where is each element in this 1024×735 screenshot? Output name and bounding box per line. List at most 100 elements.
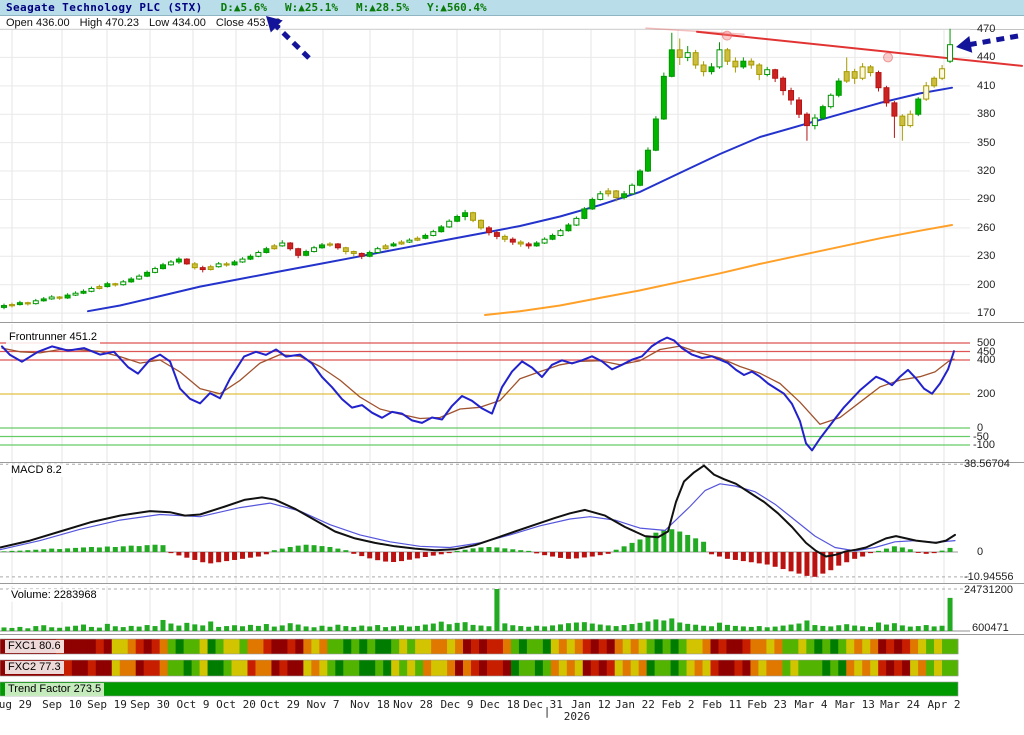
ohlc-high: High 470.23 [80,17,139,29]
heatmap-cell [798,660,807,676]
heatmap-cell [15,660,25,676]
macd-histogram-bar [303,544,309,552]
volume-bar [613,626,619,631]
candle-body [501,235,508,240]
heatmap-cell [439,639,448,654]
macd-histogram-bar [796,552,802,574]
volume-bar [33,626,39,631]
volume-bar [1,627,7,631]
heatmap-cell [15,639,25,654]
heatmap-cell [231,639,240,654]
volume-bar [876,622,881,631]
candle-body [915,98,922,115]
stat-monthly-value: ▲28.5% [369,1,410,14]
candle-body [152,268,159,273]
heatmap-cell [630,639,640,654]
heatmap-cell [854,660,863,676]
candle-body [160,264,166,270]
heatmap-cell [846,660,855,676]
candle-body [668,49,675,77]
heatmap-cell [822,639,831,654]
volume-bar [756,626,762,631]
ohlc-high-value: 470.23 [105,17,139,29]
heatmap-cell [7,660,17,676]
macd-histogram-bar [629,542,635,552]
macd-histogram-bar [891,546,897,552]
heatmap-cell [239,639,248,654]
candle-body [835,80,842,96]
macd-histogram-bar [25,550,31,552]
volume-bar [152,626,158,631]
heatmap-cell [870,639,879,654]
candle-body [470,212,477,221]
volume-bar [383,627,389,631]
candle-body [581,208,588,219]
macd-histogram-bar [73,547,79,552]
macd-histogram-bar [327,546,333,552]
candle-body [867,66,874,74]
volume-bar [9,627,15,631]
ohlc-row: Open 436.00 High 470.23 Low 434.00 Close… [0,17,1024,30]
heatmap-cell [191,660,200,676]
heatmap-cell [231,660,240,676]
heatmap-cell [814,660,823,676]
macd-histogram-bar [9,550,15,552]
macd-histogram-bar [343,550,349,552]
heatmap-cell [95,660,105,676]
heatmap-cell [399,639,408,654]
heatmap-cell [766,639,775,654]
volume-bar [359,625,365,631]
candle-body [342,247,349,253]
heatmap-cell [463,660,472,676]
stat-daily: D:▲5.6% [221,1,267,14]
candle-body [899,115,906,127]
candle-body [382,245,389,250]
candle-body [883,87,890,104]
macd-histogram-bar [351,552,357,554]
volume-bar [25,628,31,631]
volume-bar [947,597,953,631]
volume-bar [844,624,850,631]
candle-body [215,263,222,268]
heatmap-cell [494,660,504,676]
candle-body [231,261,238,266]
heatmap-cell [135,639,145,654]
volume-bar [526,626,532,631]
volume-bar [112,626,118,631]
macd-histogram-bar [740,552,746,562]
candle-body [923,85,930,100]
heatmap-cell [367,639,376,654]
heatmap-cell [71,639,81,654]
heatmap-cell [303,639,312,654]
candle-body [517,241,524,245]
volume-bar [263,624,269,631]
heatmap-cell [295,639,304,654]
heatmap-cell [103,639,113,654]
heatmap-cell [830,639,839,654]
volume-bar [311,627,317,631]
heatmap-cell [590,660,600,676]
candle-body [605,190,612,195]
candle-body [684,52,691,58]
ohlc-low: Low 434.00 [149,17,206,29]
macd-histogram-bar [542,552,548,556]
heatmap-cell [0,660,9,676]
stat-yearly: Y:▲560.4% [427,1,487,14]
heatmap-cell [862,660,871,676]
heatmap-cell [742,660,751,676]
volume-bar [422,624,428,631]
heatmap-cell [582,639,592,654]
candle-body [32,300,39,305]
macd-histogram-bar [232,552,238,560]
heatmap-cell [327,660,336,676]
candle-body [72,292,79,296]
heatmap-cell [479,660,488,676]
heatmap-cell [319,660,328,676]
heatmap-cell [263,639,272,654]
resistance-trendline [696,30,1023,67]
volume-bar [494,589,500,631]
macd-histogram-bar [645,536,651,552]
candle-body [16,302,23,306]
heatmap-cell [247,660,256,676]
